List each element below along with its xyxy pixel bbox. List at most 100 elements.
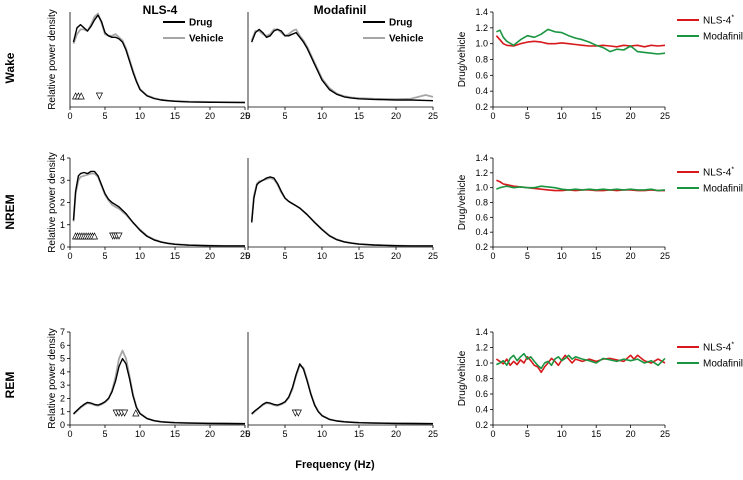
x-tick-label: 15 (354, 429, 364, 439)
y-tick-label: 1.0 (475, 39, 488, 49)
x-tick-label: 0 (245, 111, 250, 121)
y-tick-label: 1.4 (475, 7, 488, 17)
y-tick-label: 1 (60, 220, 65, 230)
y-tick-label: 0.8 (475, 374, 488, 384)
x-tick-label: 0 (490, 429, 495, 439)
panel-nrem-modafinil: 0 5 10 15 20 25 (245, 158, 438, 261)
significance-triangle-down (95, 92, 103, 100)
series-line-modafinil (496, 185, 666, 192)
x-tick-label: 0 (490, 251, 495, 261)
x-tick-label: 5 (102, 251, 107, 261)
significance-triangle-down (115, 232, 123, 240)
series-line-drug (251, 363, 434, 425)
y-tick-label: 0.4 (475, 86, 488, 96)
y-tick-label: 4 (60, 153, 65, 163)
x-tick-label: 15 (591, 251, 601, 261)
legend-label-vehicle: Vehicle (389, 34, 424, 45)
y-tick-label: 0.6 (475, 70, 488, 80)
legend-label-modafinil: Modafinil* (703, 31, 743, 43)
series-line-drug (251, 176, 433, 247)
x-tick-label: 5 (282, 251, 287, 261)
x-tick-label: 0 (67, 429, 72, 439)
y-tick-label: 1.4 (475, 327, 488, 337)
x-tick-label: 5 (525, 429, 530, 439)
x-tick-label: 15 (170, 429, 180, 439)
y-tick-label: 3 (60, 380, 65, 390)
series-line-modafinil (496, 352, 666, 370)
significance-triangle-down (121, 409, 129, 417)
column-title-modafinil: Modafinil (314, 3, 367, 17)
y-tick-label: 2 (60, 393, 65, 403)
series-line-vehicle (72, 12, 245, 104)
y-axis-label: Drug/vehicle (457, 174, 468, 230)
x-tick-label: 10 (317, 429, 327, 439)
series-line-drug (73, 357, 246, 425)
x-tick-label: 10 (135, 429, 145, 439)
series-line-vehicle (72, 172, 245, 247)
y-tick-label: 5 (60, 354, 65, 364)
legend-label-modafinil: Modafinil* (703, 183, 743, 195)
y-tick-label: 2 (60, 198, 65, 208)
x-tick-label: 5 (282, 111, 287, 121)
x-tick-label: 0 (490, 111, 495, 121)
legend-label-nls-4: NLS-4* (703, 15, 734, 27)
y-tick-label: 1.4 (475, 153, 488, 163)
legend-label-modafinil: Modafinil* (703, 358, 743, 370)
x-tick-label: 20 (391, 251, 401, 261)
x-tick-label: 25 (660, 429, 670, 439)
x-tick-label: 25 (240, 429, 250, 439)
series-line-drug (251, 28, 434, 102)
significance-triangle-up (90, 232, 99, 240)
significance-triangle-up (132, 409, 140, 417)
y-tick-label: 0.2 (475, 102, 488, 112)
x-tick-label: 5 (525, 251, 530, 261)
y-tick-label: 0.6 (475, 212, 488, 222)
y-tick-label: 3 (60, 175, 65, 185)
y-tick-label: 0.2 (475, 242, 488, 252)
x-tick-label: 10 (135, 111, 145, 121)
panel-rem-ratio: 0 5 10 15 20 25 0.2 0.4 0.6 0.8 1.0 1.2 1.4 Drug/vehi… (457, 327, 743, 439)
legend-label-nls-4: NLS-4* (703, 167, 734, 179)
y-axis-label: Drug/vehicle (457, 31, 468, 87)
y-tick-label: 0.2 (475, 420, 488, 430)
legend-label-drug: Drug (389, 18, 412, 29)
x-tick-label: 20 (626, 251, 636, 261)
x-tick-label: 15 (591, 429, 601, 439)
y-tick-label: 1 (60, 407, 65, 417)
x-tick-label: 10 (135, 251, 145, 261)
legend-significance-asterisk: * (731, 15, 734, 22)
series-line-drug (72, 170, 245, 247)
row-label-rem: REM (3, 372, 17, 399)
y-tick-label: 0 (60, 420, 65, 430)
x-tick-label: 0 (245, 429, 250, 439)
x-tick-label: 5 (525, 111, 530, 121)
x-tick-label: 20 (391, 111, 401, 121)
series-line-nls-4 (495, 35, 666, 48)
legend-label-vehicle: Vehicle (189, 34, 224, 45)
x-tick-label: 15 (170, 251, 180, 261)
significance-triangle-up (77, 92, 85, 100)
x-tick-label: 10 (557, 429, 567, 439)
y-tick-label: 0 (60, 242, 65, 252)
y-tick-label: 7 (60, 327, 65, 337)
panel-nrem-ratio: 0 5 10 15 20 25 0.2 0.4 0.6 0.8 1.0 1.2 1.4 Drug/vehi… (457, 153, 743, 261)
y-axis-label: Relative power density (47, 152, 58, 253)
legend-label-drug: Drug (189, 18, 212, 29)
x-tick-label: 20 (391, 429, 401, 439)
y-tick-label: 0.8 (475, 55, 488, 65)
x-tick-label: 25 (660, 251, 670, 261)
x-tick-label: 0 (67, 111, 72, 121)
y-tick-label: 1.0 (475, 358, 488, 368)
row-label-nrem: NREM (3, 194, 17, 229)
y-axis-label: Drug/vehicle (457, 350, 468, 406)
y-tick-label: 4 (60, 367, 65, 377)
x-tick-label: 15 (591, 111, 601, 121)
x-tick-label: 25 (428, 429, 438, 439)
legend-significance-asterisk: * (731, 342, 734, 349)
series-line-drug (72, 14, 246, 104)
y-tick-label: 0.8 (475, 198, 488, 208)
x-tick-label: 10 (317, 251, 327, 261)
